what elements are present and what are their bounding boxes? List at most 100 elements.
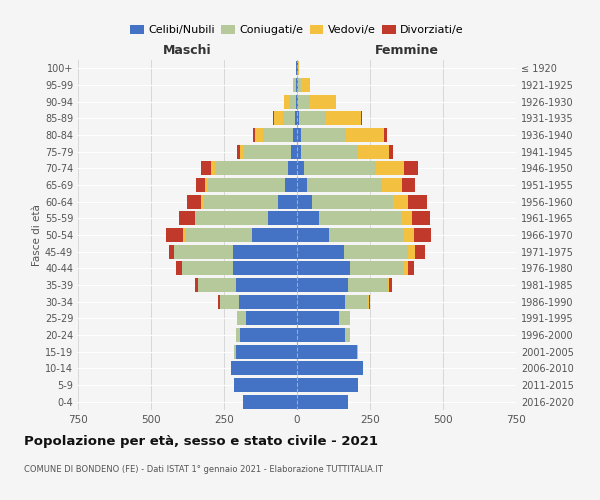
Legend: Celibi/Nubili, Coniugati/e, Vedovi/e, Divorziati/e: Celibi/Nubili, Coniugati/e, Vedovi/e, Di… xyxy=(126,20,468,40)
Bar xyxy=(297,78,298,92)
Bar xyxy=(367,294,368,308)
Bar xyxy=(408,194,427,209)
Bar xyxy=(205,178,208,192)
Bar xyxy=(297,211,319,226)
Bar xyxy=(237,311,246,326)
Bar xyxy=(293,78,295,92)
Bar xyxy=(196,178,205,192)
Bar xyxy=(283,112,295,126)
Bar xyxy=(297,228,329,242)
Bar xyxy=(179,211,195,226)
Bar xyxy=(389,278,392,292)
Bar xyxy=(215,162,288,175)
Bar xyxy=(236,344,297,359)
Bar xyxy=(340,311,350,326)
Text: Maschi: Maschi xyxy=(163,44,212,57)
Bar xyxy=(297,144,301,159)
Bar xyxy=(297,94,298,109)
Bar xyxy=(412,211,430,226)
Bar xyxy=(404,162,418,175)
Bar xyxy=(253,128,254,142)
Bar xyxy=(297,194,311,209)
Bar xyxy=(344,244,408,259)
Bar xyxy=(175,244,233,259)
Bar xyxy=(368,294,370,308)
Bar xyxy=(291,144,297,159)
Bar xyxy=(233,261,297,276)
Bar xyxy=(198,278,236,292)
Bar xyxy=(350,261,404,276)
Bar xyxy=(357,344,358,359)
Bar xyxy=(297,378,358,392)
Bar xyxy=(195,278,198,292)
Bar xyxy=(414,228,431,242)
Bar xyxy=(361,112,362,126)
Bar xyxy=(243,394,297,409)
Bar xyxy=(236,328,240,342)
Bar xyxy=(183,228,185,242)
Bar xyxy=(298,94,310,109)
Bar xyxy=(311,194,394,209)
Bar xyxy=(394,194,408,209)
Bar xyxy=(185,228,252,242)
Bar xyxy=(297,294,345,308)
Bar xyxy=(346,128,384,142)
Bar xyxy=(415,244,425,259)
Text: COMUNE DI BONDENO (FE) - Dati ISTAT 1° gennaio 2021 - Elaborazione TUTTITALIA.IT: COMUNE DI BONDENO (FE) - Dati ISTAT 1° g… xyxy=(24,465,383,474)
Bar xyxy=(404,261,408,276)
Bar xyxy=(298,62,299,76)
Bar xyxy=(382,178,402,192)
Bar xyxy=(240,328,297,342)
Y-axis label: Fasce di età: Fasce di età xyxy=(32,204,42,266)
Bar xyxy=(301,128,346,142)
Bar xyxy=(166,228,183,242)
Bar xyxy=(274,112,283,126)
Text: Femmine: Femmine xyxy=(374,44,439,57)
Bar xyxy=(232,361,297,376)
Text: Popolazione per età, sesso e stato civile - 2021: Popolazione per età, sesso e stato civil… xyxy=(24,435,378,448)
Bar xyxy=(203,194,278,209)
Bar xyxy=(263,128,293,142)
Bar xyxy=(388,278,389,292)
Bar xyxy=(296,94,297,109)
Bar xyxy=(408,244,415,259)
Bar xyxy=(297,178,307,192)
Bar xyxy=(297,112,299,126)
Bar xyxy=(239,294,297,308)
Bar xyxy=(358,144,389,159)
Bar xyxy=(187,194,201,209)
Bar xyxy=(297,361,363,376)
Bar xyxy=(297,394,348,409)
Bar xyxy=(319,211,401,226)
Bar xyxy=(297,278,348,292)
Bar xyxy=(220,294,239,308)
Bar xyxy=(293,128,297,142)
Bar xyxy=(268,211,297,226)
Bar xyxy=(273,112,274,126)
Bar xyxy=(176,261,182,276)
Bar xyxy=(296,78,297,92)
Bar xyxy=(348,278,388,292)
Bar xyxy=(297,162,304,175)
Bar xyxy=(408,261,414,276)
Bar xyxy=(310,94,337,109)
Bar xyxy=(345,294,367,308)
Bar xyxy=(196,211,268,226)
Bar xyxy=(195,211,196,226)
Bar xyxy=(218,294,220,308)
Bar xyxy=(246,311,297,326)
Bar xyxy=(297,261,350,276)
Bar xyxy=(211,162,215,175)
Bar xyxy=(200,162,211,175)
Bar xyxy=(345,328,350,342)
Bar xyxy=(329,228,404,242)
Bar xyxy=(384,128,386,142)
Bar xyxy=(376,162,404,175)
Bar xyxy=(301,144,358,159)
Bar xyxy=(295,112,297,126)
Bar xyxy=(169,244,175,259)
Bar xyxy=(244,144,291,159)
Bar xyxy=(234,344,236,359)
Bar xyxy=(326,112,361,126)
Bar xyxy=(297,244,344,259)
